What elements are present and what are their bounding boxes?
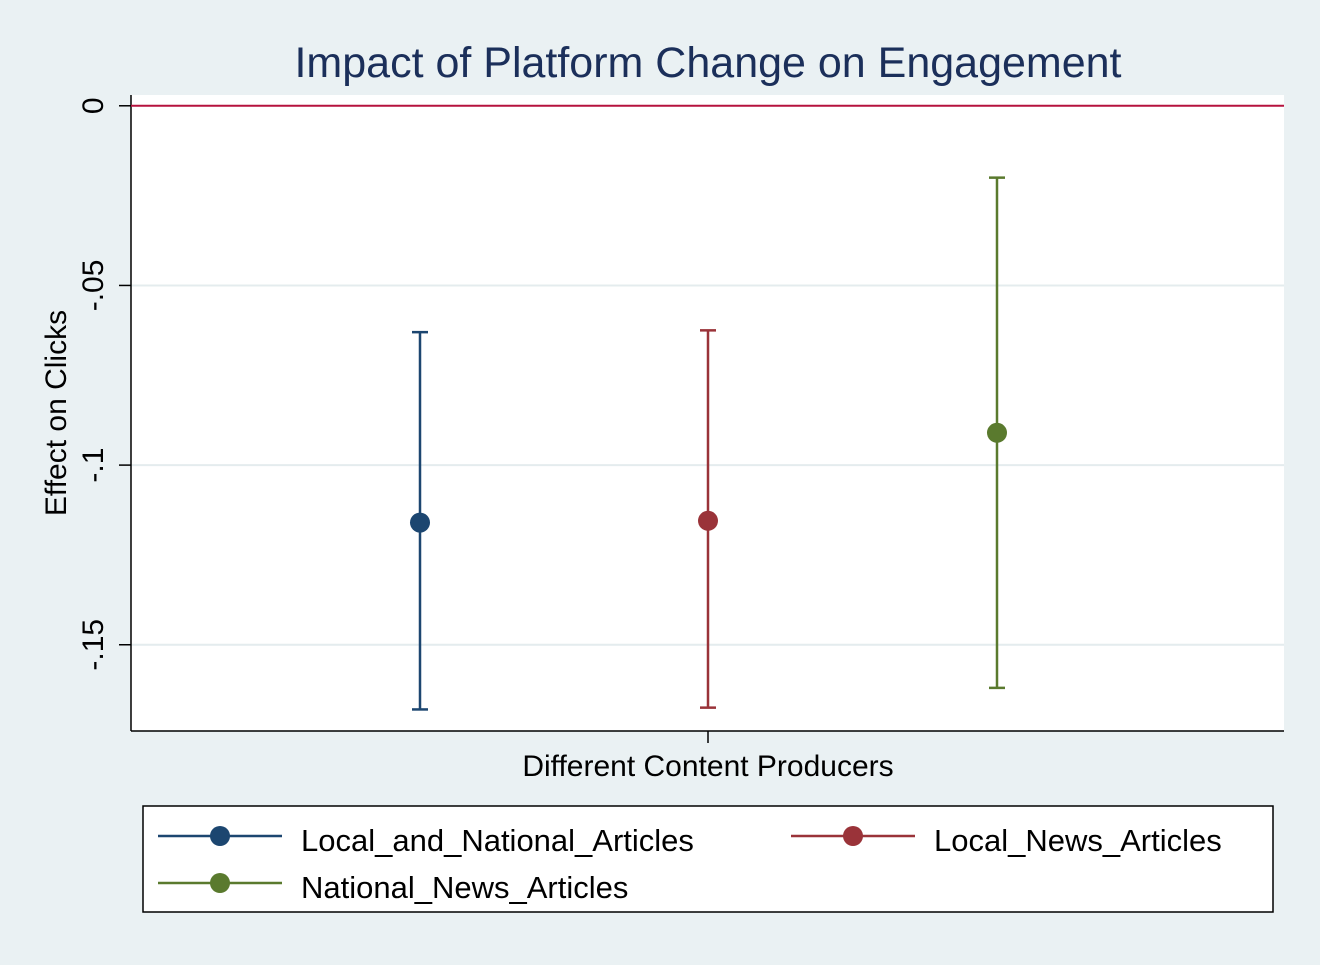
- legend-label: Local_News_Articles: [934, 823, 1222, 858]
- point-estimate: [987, 422, 1007, 443]
- chart-title: Impact of Platform Change on Engagement: [294, 39, 1121, 87]
- legend-marker: [210, 826, 230, 846]
- y-ticks: 0 -.05 -.1 -.15: [77, 97, 131, 671]
- legend-label: National_News_Articles: [301, 870, 628, 905]
- x-axis-label: Different Content Producers: [522, 750, 893, 783]
- y-tick-label: -.1: [77, 448, 110, 483]
- point-estimate: [698, 510, 718, 531]
- y-axis-label: Effect on Clicks: [40, 310, 73, 516]
- legend-box: [142, 805, 1274, 913]
- y-tick-label: 0: [77, 97, 110, 114]
- point-estimate: [410, 512, 430, 533]
- y-tick-label: -.15: [77, 619, 110, 671]
- legend-label: Local_and_National_Articles: [301, 823, 694, 858]
- series-marks: [410, 176, 1007, 711]
- legend-marker: [843, 826, 863, 846]
- y-tick-label: -.05: [77, 260, 110, 312]
- legend-marker: [210, 873, 230, 893]
- legend: Local_and_National_Articles Local_News_Ar…: [158, 823, 1222, 905]
